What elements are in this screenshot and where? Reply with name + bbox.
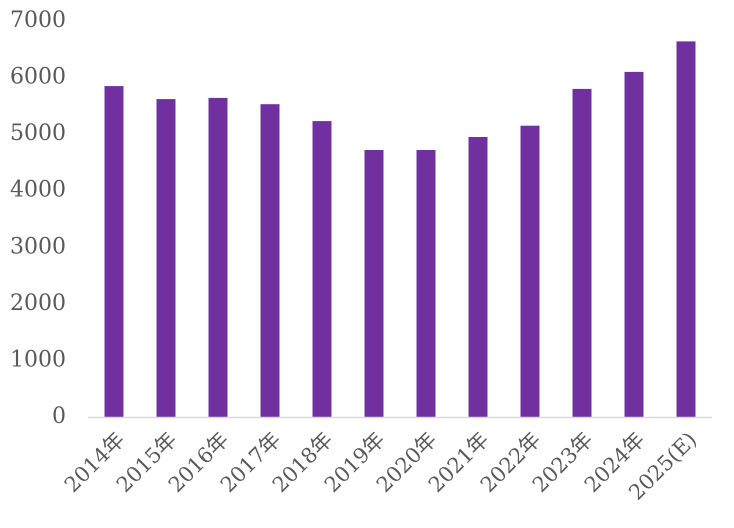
x-axis-tick-labels: 2014年2015年2016年2017年2018年2019年2020年2021年…	[60, 427, 702, 504]
bar	[312, 121, 332, 417]
y-tick-label: 2000	[10, 291, 66, 316]
bar	[676, 41, 696, 418]
bar	[364, 150, 384, 417]
bar	[208, 97, 228, 418]
y-tick-label: 5000	[10, 121, 66, 146]
bar	[104, 86, 124, 417]
y-tick-label: 0	[52, 404, 66, 429]
y-tick-label: 1000	[10, 347, 66, 372]
bar-series	[104, 41, 696, 418]
y-tick-label: 7000	[10, 8, 66, 33]
bar	[156, 99, 176, 417]
bar	[624, 71, 644, 418]
bar	[520, 125, 540, 417]
bar	[260, 104, 280, 417]
y-tick-label: 4000	[10, 178, 66, 203]
y-axis-tick-labels: 0 1000 2000 3000 4000 5000 6000 7000	[10, 8, 66, 429]
y-tick-label: 6000	[10, 65, 66, 90]
bar	[468, 137, 488, 417]
bar	[572, 88, 592, 418]
y-tick-label: 3000	[10, 234, 66, 259]
bar	[416, 150, 436, 417]
